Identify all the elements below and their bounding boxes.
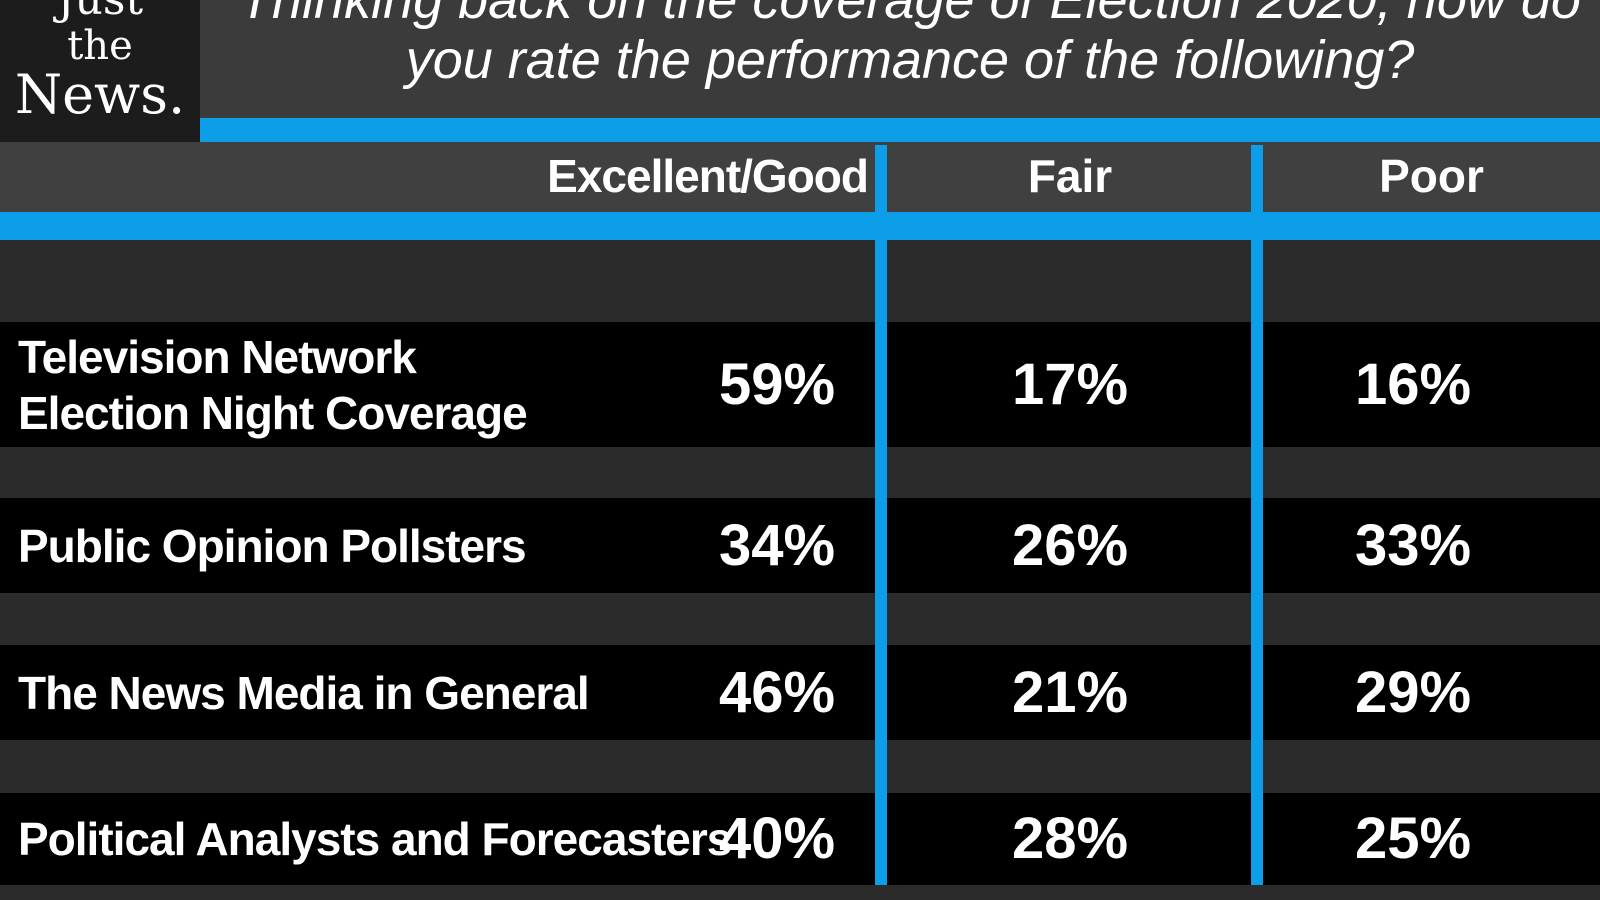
table-row	[0, 322, 1600, 447]
row-label: Television Network	[18, 330, 417, 383]
table-row	[0, 645, 1600, 740]
column-header-fair: Fair	[1027, 150, 1113, 202]
value-cell-excellent-good: 40%	[718, 806, 836, 871]
logo-text-just: Just	[0, 0, 200, 22]
logo-text-news: News.	[14, 63, 186, 126]
chart-title: Thinking back on the coverage of Electio…	[239, 0, 1581, 90]
value-cell-poor: 33%	[1354, 512, 1472, 578]
row-label: Political Analysts and Forecasters	[18, 813, 732, 865]
value-cell-fair: 28%	[1011, 806, 1129, 871]
column-divider-2	[1251, 145, 1263, 890]
column-header-excellent-good: Excellent/Good	[547, 150, 869, 202]
header-divider	[0, 212, 1600, 240]
title-divider	[200, 118, 1600, 142]
value-cell-fair: 26%	[1011, 512, 1129, 578]
column-divider-1	[875, 145, 887, 890]
value-cell-fair: 17%	[1011, 351, 1129, 417]
table-row	[0, 498, 1600, 593]
column-header-poor: Poor	[1379, 150, 1484, 202]
value-cell-excellent-good: 46%	[718, 659, 836, 725]
value-cell-excellent-good: 34%	[718, 512, 836, 578]
bottom-band	[0, 885, 1600, 900]
just-the-news-logo: Just the News.	[0, 0, 200, 145]
table-row	[0, 793, 1600, 885]
value-cell-fair: 21%	[1011, 659, 1129, 725]
value-cell-poor: 29%	[1354, 659, 1472, 725]
logo-text-the: the	[67, 23, 133, 69]
row-label: Election Night Coverage	[18, 386, 528, 439]
row-label: Public Opinion Pollsters	[18, 519, 527, 572]
title-bar	[0, 0, 1600, 120]
column-header-band	[0, 142, 1600, 212]
value-cell-poor: 25%	[1354, 806, 1472, 871]
value-cell-poor: 16%	[1354, 351, 1472, 417]
row-label: The News Media in General	[18, 666, 590, 719]
value-cell-excellent-good: 59%	[718, 351, 836, 417]
